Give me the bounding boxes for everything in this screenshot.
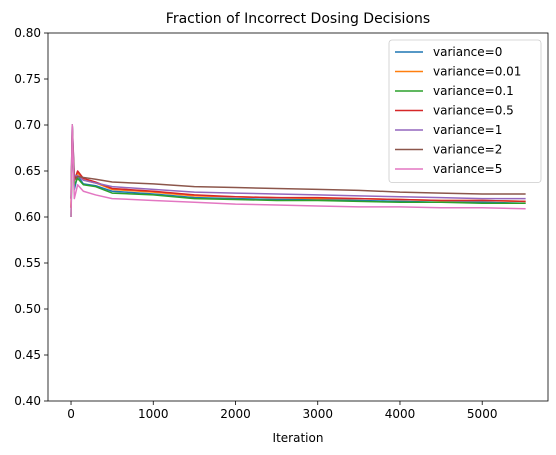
y-tick-label: 0.40 [14, 394, 41, 408]
legend-label: variance=0 [433, 45, 502, 59]
y-tick-label: 0.70 [14, 118, 41, 132]
legend-label: variance=1 [433, 123, 502, 137]
legend: variance=0 variance=0.01 variance=0.1 varia… [388, 39, 542, 183]
series-line-4 [70, 124, 526, 200]
series-line-2 [70, 142, 526, 218]
legend-label: variance=0.5 [433, 104, 514, 118]
x-tick-label: 3000 [302, 407, 333, 421]
x-axis-ticks: 0 1000 2000 3000 4000 5000 [67, 401, 497, 421]
y-tick-label: 0.50 [14, 302, 41, 316]
series-line-6 [70, 124, 526, 218]
series-line-3 [70, 133, 526, 208]
y-tick-label: 0.75 [14, 72, 41, 86]
y-tick-label: 0.55 [14, 256, 41, 270]
x-tick-label: 2000 [220, 407, 251, 421]
x-tick-label: 5000 [467, 407, 498, 421]
y-tick-label: 0.45 [14, 348, 41, 362]
chart-title: Fraction of Incorrect Dosing Decisions [166, 11, 430, 27]
x-tick-label: 4000 [385, 407, 416, 421]
legend-label: variance=5 [433, 162, 502, 176]
legend-label: variance=0.1 [433, 84, 514, 98]
y-tick-label: 0.65 [14, 164, 41, 178]
x-tick-label: 0 [67, 407, 75, 421]
legend-label: variance=0.01 [433, 65, 521, 79]
y-tick-label: 0.60 [14, 210, 41, 224]
x-tick-label: 1000 [138, 407, 169, 421]
legend-label: variance=2 [433, 143, 502, 157]
series-layer [70, 124, 526, 218]
x-axis-label: Iteration [273, 431, 324, 445]
series-line-5 [70, 124, 526, 199]
y-tick-label: 0.80 [14, 26, 41, 40]
legend-box [388, 39, 542, 183]
y-axis-ticks: 0.40 0.45 0.50 0.55 0.60 0.65 0.70 0.75 0.80 [14, 26, 48, 408]
